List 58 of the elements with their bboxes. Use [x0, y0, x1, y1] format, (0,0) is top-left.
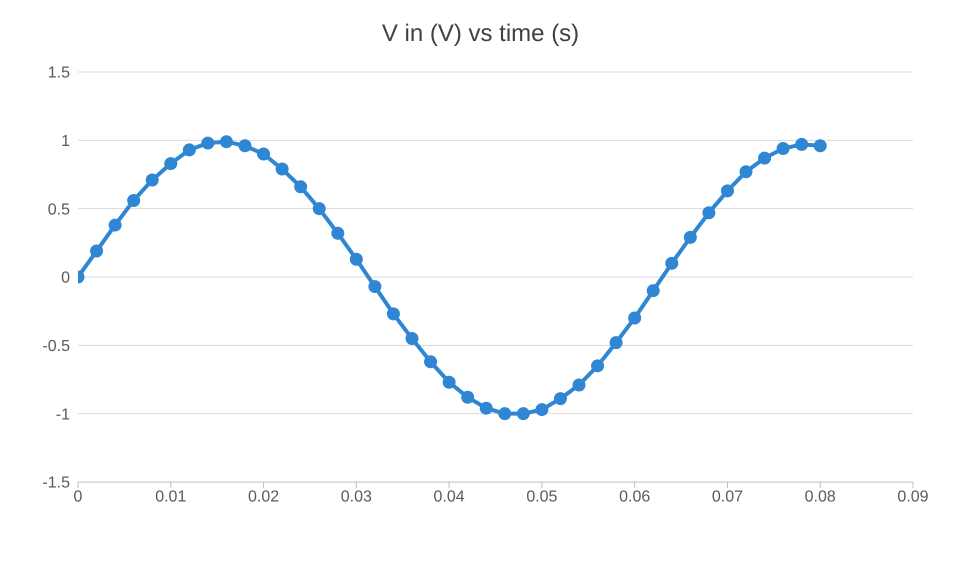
point — [591, 359, 604, 372]
chart-title: V in (V) vs time (s) — [380, 20, 580, 48]
x-tick-label: 0.07 — [712, 488, 744, 506]
y-tick-label: 0 — [61, 270, 70, 287]
x-tick-label: 0.02 — [248, 488, 280, 506]
point — [386, 307, 400, 320]
point — [220, 135, 233, 148]
point — [480, 402, 493, 415]
y-tick-label: 0.5 — [48, 201, 70, 218]
point — [554, 392, 567, 406]
x-tick-label: 0 — [74, 488, 83, 506]
point — [108, 218, 122, 232]
point — [424, 355, 438, 368]
point — [702, 206, 716, 220]
y-tick-label: -0.5 — [42, 338, 70, 356]
x-tick-label: 0.09 — [897, 488, 929, 506]
point — [442, 376, 456, 389]
point — [238, 139, 252, 152]
point — [127, 194, 140, 207]
point — [740, 165, 752, 178]
point — [146, 173, 159, 186]
y-tick-label: 1.5 — [48, 64, 70, 82]
point — [498, 407, 512, 420]
point — [164, 157, 178, 170]
point — [90, 244, 104, 258]
point — [628, 312, 642, 324]
point — [535, 403, 548, 416]
point — [795, 138, 808, 151]
x-tick-label: 0.05 — [526, 488, 558, 506]
point — [368, 280, 382, 294]
point — [758, 152, 772, 165]
point — [257, 148, 270, 160]
point — [814, 139, 827, 152]
x-tick-label: 0.01 — [155, 488, 186, 506]
y-tick-label: 1 — [61, 133, 70, 150]
point — [572, 378, 586, 392]
point — [201, 136, 214, 150]
point — [182, 143, 196, 156]
point — [516, 407, 530, 420]
point — [350, 252, 363, 266]
point — [406, 332, 418, 345]
point — [720, 184, 734, 198]
point — [610, 336, 623, 350]
y-tick-label: -1 — [56, 406, 70, 424]
point — [331, 226, 344, 240]
y-tick-label: -1.5 — [42, 474, 70, 492]
point — [646, 284, 660, 298]
point — [665, 256, 678, 270]
point — [461, 390, 474, 404]
point — [276, 162, 289, 176]
point — [312, 202, 326, 216]
point — [776, 142, 790, 156]
x-tick-label: 0.04 — [434, 488, 465, 506]
x-tick-label: 0.06 — [619, 488, 650, 506]
point — [684, 230, 697, 244]
x-tick-label: 0.03 — [340, 488, 372, 506]
x-tick-label: 0.08 — [804, 488, 836, 506]
point — [294, 180, 308, 194]
